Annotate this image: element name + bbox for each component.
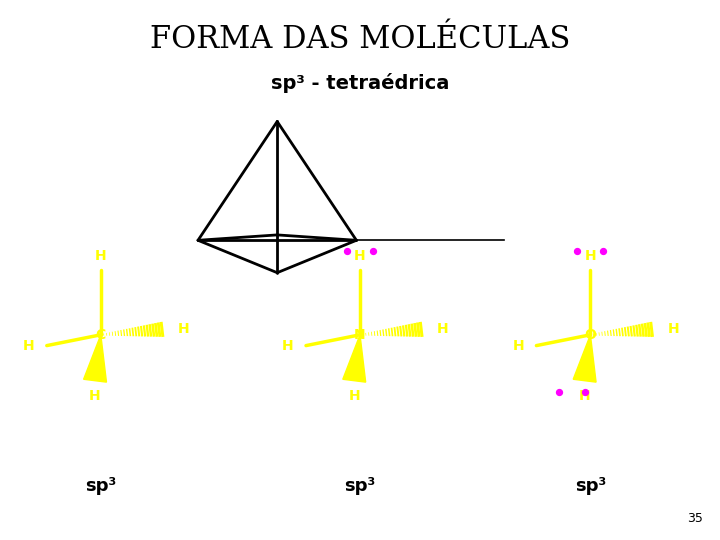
Text: H: H	[95, 249, 107, 264]
Text: H: H	[437, 322, 449, 336]
Text: H: H	[178, 322, 189, 336]
Polygon shape	[573, 335, 596, 382]
Point	[572, 247, 583, 255]
Text: sp³: sp³	[575, 477, 606, 495]
Text: H: H	[585, 249, 596, 264]
Text: H: H	[579, 389, 590, 403]
Text: 35: 35	[687, 512, 703, 525]
Text: sp³: sp³	[344, 477, 376, 495]
Text: H: H	[354, 249, 366, 264]
Text: C: C	[96, 328, 106, 342]
Text: H: H	[513, 339, 524, 353]
Point	[554, 387, 565, 396]
Text: H: H	[23, 339, 35, 353]
Point	[367, 247, 379, 255]
Text: FORMA DAS MOLÉCULAS: FORMA DAS MOLÉCULAS	[150, 24, 570, 55]
Point	[580, 387, 591, 396]
Text: sp³: sp³	[85, 477, 117, 495]
Text: H: H	[282, 339, 294, 353]
Text: O: O	[585, 328, 596, 342]
Text: sp³ - tetraédrica: sp³ - tetraédrica	[271, 73, 449, 93]
Polygon shape	[84, 335, 107, 382]
Text: H: H	[667, 322, 679, 336]
Polygon shape	[343, 335, 366, 382]
Point	[341, 247, 353, 255]
Text: H: H	[348, 389, 360, 403]
Text: N: N	[354, 328, 366, 342]
Point	[598, 247, 609, 255]
Text: H: H	[89, 389, 101, 403]
